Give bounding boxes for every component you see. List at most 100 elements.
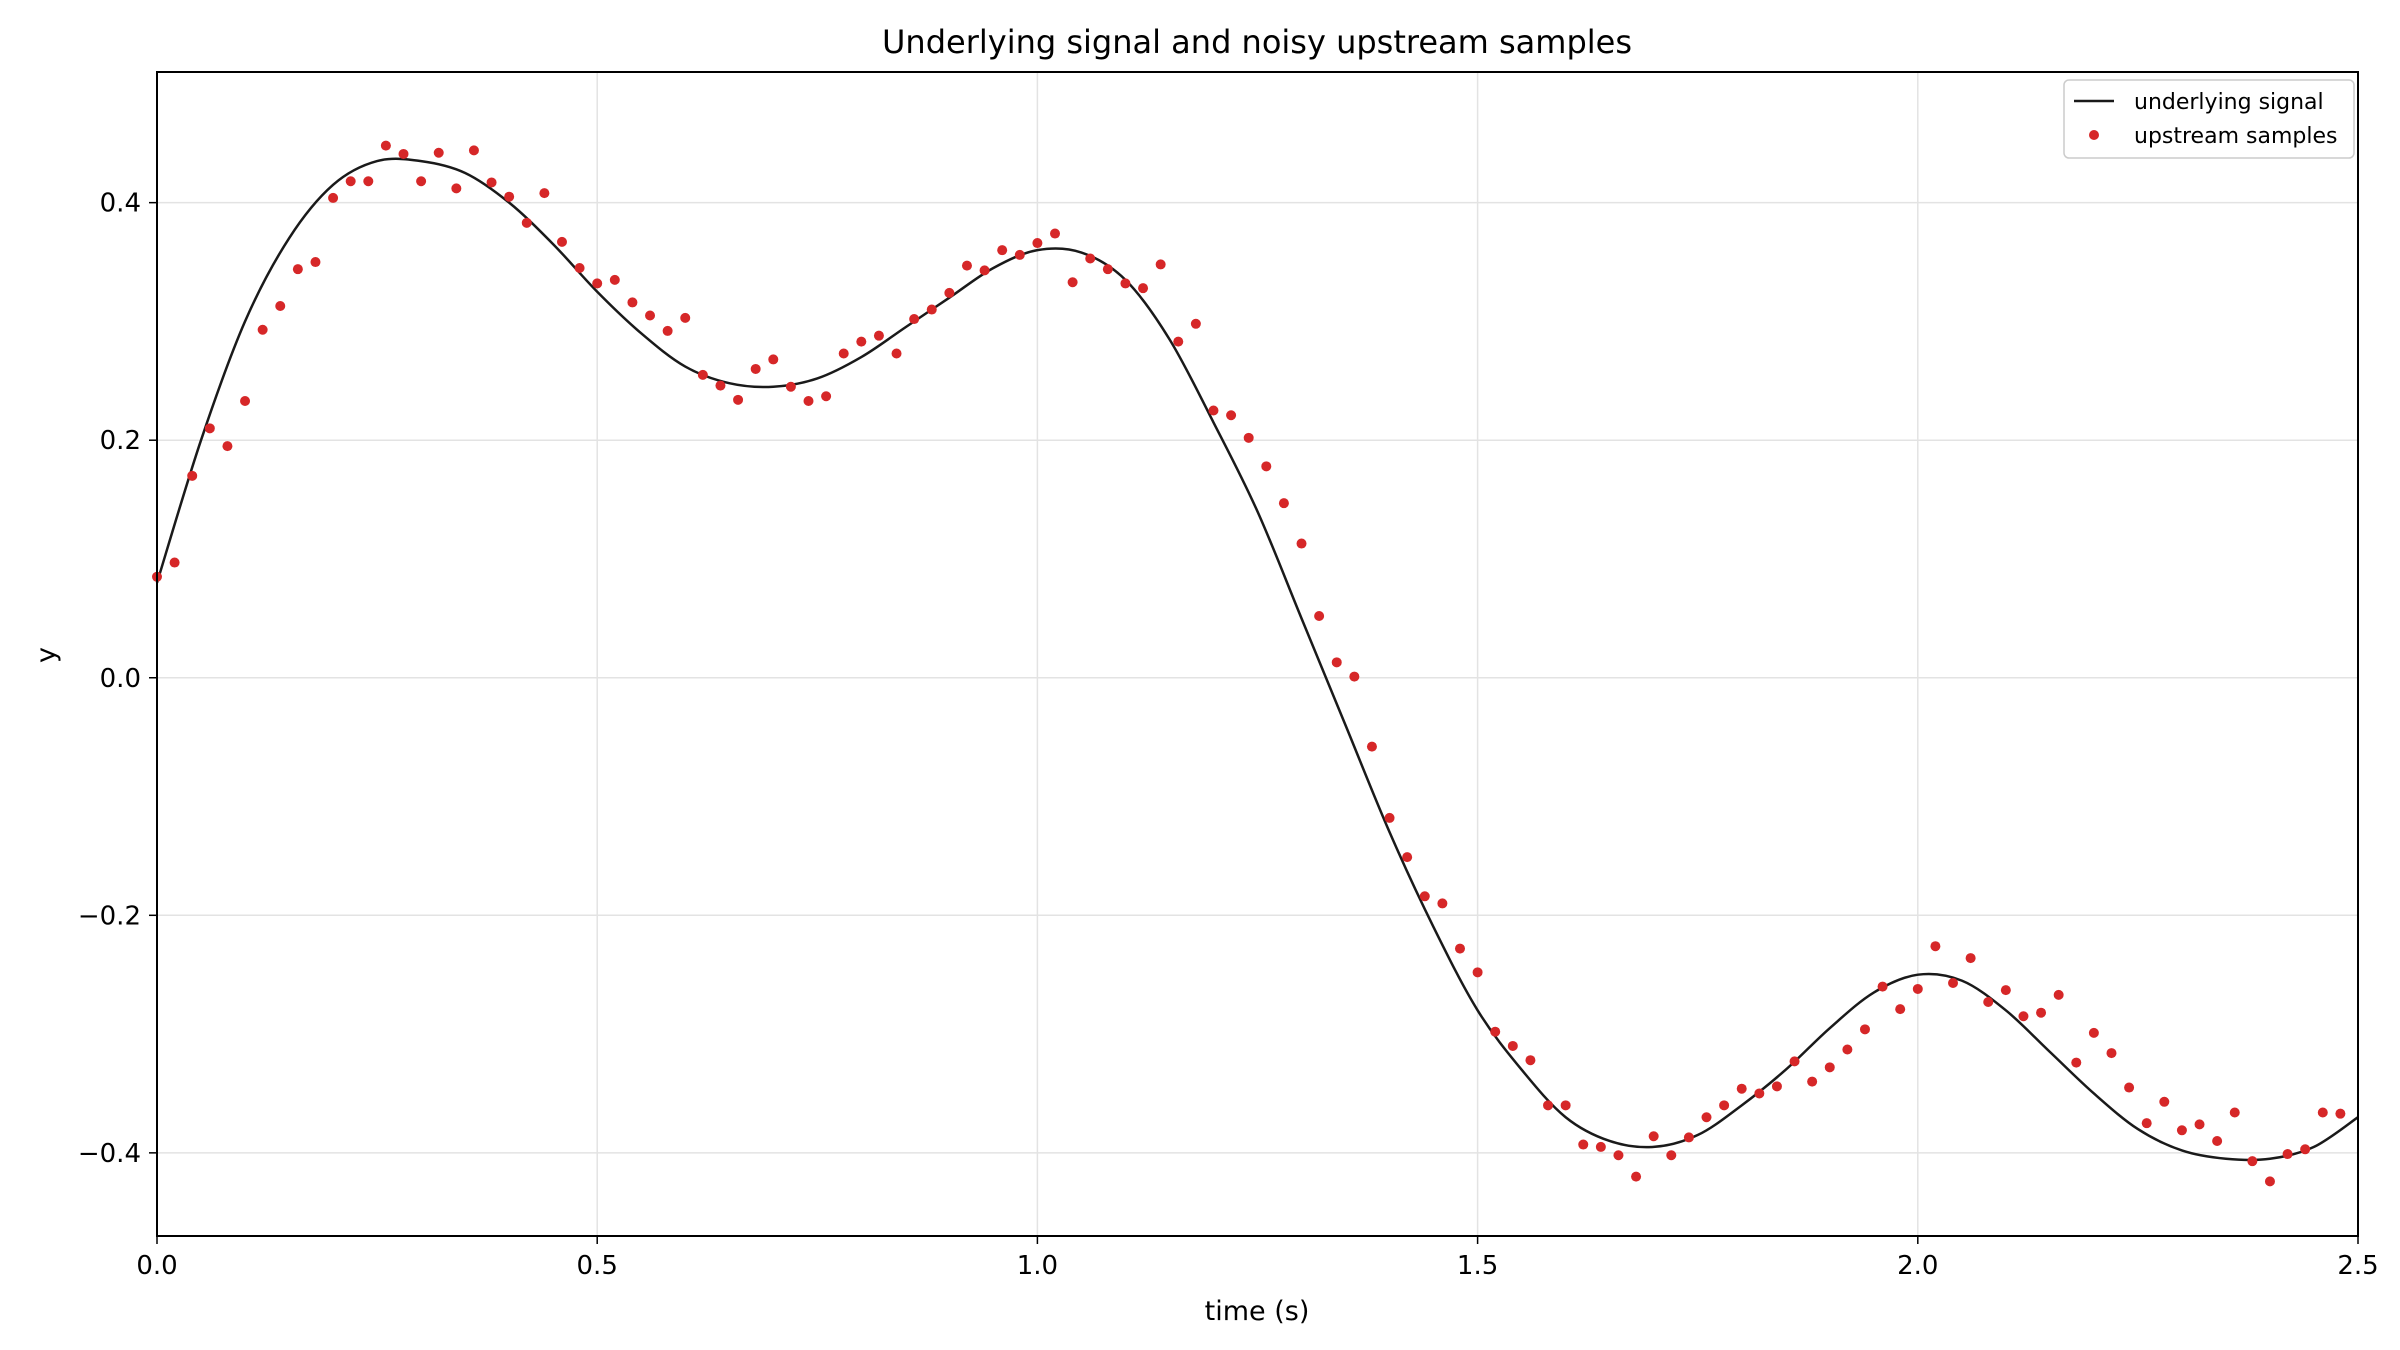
sample-point bbox=[1736, 1083, 1747, 1094]
sample-point bbox=[275, 300, 286, 311]
x-tick-label: 2.0 bbox=[1897, 1251, 1938, 1281]
sample-point bbox=[2053, 989, 2064, 1000]
sample-point bbox=[1402, 852, 1413, 863]
sample-point bbox=[468, 145, 479, 156]
sample-point bbox=[1525, 1055, 1536, 1066]
y-tick-label: −0.4 bbox=[78, 1139, 141, 1169]
sample-point bbox=[1190, 318, 1201, 329]
sample-point bbox=[521, 217, 532, 228]
sample-point bbox=[680, 312, 691, 323]
sample-point bbox=[2141, 1118, 2152, 1129]
legend-dot-swatch bbox=[2089, 130, 2099, 140]
sample-point bbox=[697, 369, 708, 380]
sample-point bbox=[1419, 891, 1430, 902]
sample-point bbox=[1366, 741, 1377, 752]
sample-point bbox=[363, 176, 374, 187]
sample-point bbox=[556, 236, 567, 247]
sample-point bbox=[627, 297, 638, 308]
sample-point bbox=[1701, 1112, 1712, 1123]
sample-point bbox=[1912, 983, 1923, 994]
sample-point bbox=[803, 396, 814, 407]
legend-label-upstream-samples: upstream samples bbox=[2134, 124, 2337, 149]
sample-point bbox=[645, 310, 656, 321]
axis-ticks: 0.0 0.5 1.0 1.5 2.0 2.5 −0.4 −0.2 0.0 0.2 0.4 bbox=[78, 189, 2379, 1281]
sample-point bbox=[909, 314, 920, 325]
sample-point bbox=[979, 265, 990, 276]
sample-point bbox=[1595, 1141, 1606, 1152]
sample-point bbox=[2317, 1107, 2328, 1118]
sample-point bbox=[873, 330, 884, 341]
sample-point bbox=[2282, 1149, 2293, 1160]
sample-point bbox=[1384, 812, 1395, 823]
sample-point bbox=[1789, 1056, 1800, 1067]
sample-point bbox=[1472, 967, 1483, 978]
sample-point bbox=[1771, 1081, 1782, 1092]
sample-point bbox=[2159, 1096, 2170, 1107]
sample-point bbox=[785, 381, 796, 392]
sample-point bbox=[1859, 1024, 1870, 1035]
sample-point bbox=[1349, 671, 1360, 682]
sample-point bbox=[1983, 997, 1994, 1008]
sample-point bbox=[1032, 238, 1043, 249]
x-tick-label: 1.5 bbox=[1457, 1251, 1498, 1281]
sample-point bbox=[1965, 953, 1976, 964]
sample-point bbox=[838, 348, 849, 359]
sample-point bbox=[1560, 1100, 1571, 1111]
sample-point bbox=[1261, 461, 1272, 472]
sample-point bbox=[204, 423, 215, 434]
sample-point bbox=[2212, 1135, 2223, 1146]
sample-point bbox=[416, 176, 427, 187]
sample-point bbox=[1226, 410, 1237, 421]
sample-point bbox=[1930, 941, 1941, 952]
sample-point bbox=[715, 380, 726, 391]
sample-point bbox=[1208, 405, 1219, 416]
sample-point bbox=[2300, 1144, 2311, 1155]
y-tick-label: 0.0 bbox=[100, 664, 141, 694]
line-series-layer bbox=[155, 157, 2359, 1162]
sample-point bbox=[1754, 1088, 1765, 1099]
sample-point bbox=[944, 287, 955, 298]
sample-point bbox=[856, 336, 867, 347]
sample-point bbox=[574, 262, 585, 273]
sample-point bbox=[1454, 943, 1465, 954]
chart-title: Underlying signal and noisy upstream sam… bbox=[882, 23, 1632, 61]
plot-frame bbox=[156, 71, 2359, 1237]
sample-point bbox=[257, 324, 268, 335]
sample-point bbox=[1807, 1076, 1818, 1087]
sample-point bbox=[2106, 1048, 2117, 1059]
sample-point bbox=[1102, 264, 1113, 275]
sample-point bbox=[1085, 253, 1096, 264]
sample-point bbox=[609, 274, 620, 285]
sample-point bbox=[187, 470, 198, 481]
sample-point bbox=[1120, 278, 1131, 289]
sample-point bbox=[1948, 978, 1959, 989]
sample-point bbox=[451, 183, 462, 194]
sample-point bbox=[1314, 610, 1325, 621]
sample-point bbox=[2229, 1107, 2240, 1118]
sample-point bbox=[1683, 1132, 1694, 1143]
sample-point bbox=[2018, 1011, 2029, 1022]
sample-point bbox=[1824, 1062, 1835, 1073]
sample-point bbox=[169, 557, 180, 568]
sample-point bbox=[2036, 1007, 2047, 1018]
sample-point bbox=[768, 354, 779, 365]
sample-point bbox=[2194, 1119, 2205, 1130]
sample-point bbox=[821, 391, 832, 402]
x-tick-label: 0.5 bbox=[577, 1251, 618, 1281]
sample-point bbox=[1155, 259, 1166, 270]
sample-point bbox=[1278, 498, 1289, 509]
sample-point bbox=[733, 394, 744, 405]
sample-point bbox=[310, 257, 321, 268]
sample-point bbox=[1067, 277, 1078, 288]
legend-box bbox=[2063, 79, 2355, 159]
y-tick-label: −0.2 bbox=[78, 901, 141, 931]
x-axis-label: time (s) bbox=[1205, 1296, 1310, 1327]
sample-point bbox=[1437, 898, 1448, 909]
sample-point bbox=[1138, 283, 1149, 294]
sample-point bbox=[1507, 1040, 1518, 1051]
sample-point bbox=[1895, 1004, 1906, 1015]
sample-point bbox=[997, 245, 1008, 256]
x-tick-label: 2.5 bbox=[2337, 1251, 2378, 1281]
